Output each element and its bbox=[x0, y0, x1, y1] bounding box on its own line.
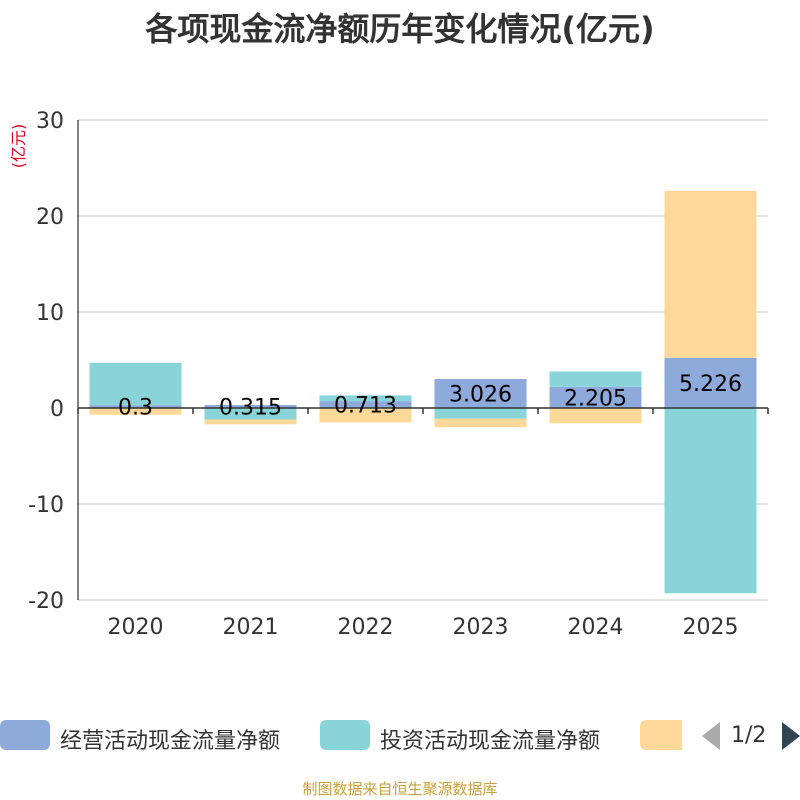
legend-prev-icon[interactable] bbox=[702, 722, 720, 750]
legend-label-operating: 经营活动现金流量净额 bbox=[60, 729, 281, 754]
legend-next-icon[interactable] bbox=[782, 722, 800, 750]
y-tick-label-5: -20 bbox=[28, 589, 64, 614]
data-label-2024: 2.205 bbox=[564, 386, 627, 411]
data-label-2023: 3.026 bbox=[449, 382, 512, 407]
data-label-2022: 0.713 bbox=[334, 394, 397, 419]
y-tick-label-1: 20 bbox=[36, 205, 64, 230]
chart-canvas: 30 20 10 0 -10 -20 (亿元) 0.3 0.315 0.713 3.026 2.205… bbox=[9, 109, 769, 640]
legend: 经营活动现金流量净额 投资活动现金流量净额 1/2 bbox=[0, 714, 800, 758]
legend-swatch-investing bbox=[320, 720, 370, 750]
y-tick-label-2: 10 bbox=[36, 301, 64, 326]
bar-0-2021 bbox=[204, 404, 297, 408]
x-tick-label-2021: 2021 bbox=[223, 615, 279, 640]
source-footer: 制图数据来自恒生聚源数据库 bbox=[302, 780, 498, 798]
y-tick-label-0: 30 bbox=[36, 109, 64, 134]
bar-1-2024 bbox=[549, 371, 642, 387]
bar-2-2024 bbox=[549, 408, 642, 424]
bar-2-2020 bbox=[89, 408, 182, 415]
bar-1-2020 bbox=[89, 362, 182, 406]
bar-1-2023 bbox=[434, 408, 527, 419]
bar-0-2025 bbox=[664, 357, 757, 408]
bar-0-2022 bbox=[319, 401, 412, 408]
bar-1-2021 bbox=[204, 408, 297, 420]
bar-2-2025 bbox=[664, 190, 757, 358]
legend-page-indicator: 1/2 bbox=[731, 723, 767, 748]
bar-2-2023 bbox=[434, 418, 527, 428]
x-tick-label-2020: 2020 bbox=[108, 615, 164, 640]
x-tick-label-2025: 2025 bbox=[683, 615, 739, 640]
data-label-2020: 0.3 bbox=[118, 396, 153, 421]
x-tick-label-2023: 2023 bbox=[453, 615, 509, 640]
bar-0-2020 bbox=[89, 405, 182, 408]
bar-0-2024 bbox=[549, 386, 642, 408]
legend-label-investing: 投资活动现金流量净额 bbox=[380, 729, 601, 754]
data-label-2021: 0.315 bbox=[219, 395, 282, 420]
x-tick-label-2024: 2024 bbox=[568, 615, 624, 640]
bar-1-2022 bbox=[319, 395, 412, 402]
x-tick-label-2022: 2022 bbox=[338, 615, 394, 640]
bar-2-2021 bbox=[204, 419, 297, 425]
y-axis-label: (亿元) bbox=[9, 124, 28, 169]
bar-0-2023 bbox=[434, 378, 527, 408]
data-label-2025: 5.226 bbox=[679, 372, 742, 397]
chart-title: 各项现金流净额历年变化情况(亿元) bbox=[145, 10, 655, 48]
legend-swatch-financing bbox=[640, 720, 682, 750]
legend-swatch-operating bbox=[0, 720, 50, 750]
bar-2-2022 bbox=[319, 408, 412, 423]
bar-1-2025 bbox=[664, 408, 757, 594]
y-tick-label-3: 0 bbox=[50, 397, 64, 422]
y-tick-label-4: -10 bbox=[28, 493, 64, 518]
